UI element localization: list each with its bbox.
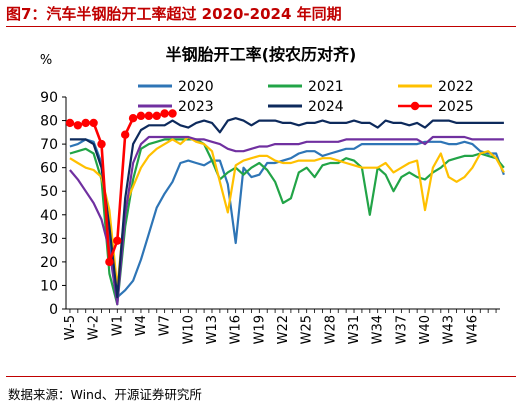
series-point-2025 — [128, 114, 138, 123]
y-tick-label: 20 — [40, 255, 58, 271]
x-tick-label: W19 — [252, 315, 267, 344]
x-tick-label: W40 — [418, 315, 433, 344]
x-tick-label: W25 — [300, 315, 315, 344]
x-tick-label: W46 — [465, 315, 480, 344]
x-tick-label: W43 — [442, 315, 457, 344]
series-point-2025 — [113, 236, 122, 245]
y-tick-label: 50 — [40, 184, 58, 200]
x-tick-label: W13 — [205, 315, 220, 344]
series-point-2025 — [168, 109, 177, 118]
y-tick-label: 70 — [40, 137, 58, 153]
series-point-2025 — [81, 118, 90, 128]
series-line-2022 — [69, 135, 505, 289]
legend-label-2022: 2022 — [438, 79, 474, 95]
x-tick-label: W10 — [181, 315, 196, 344]
series-point-2025 — [65, 118, 75, 128]
line-chart: 半钢胎开工率(按农历对齐) % 0 10 20 30 40 50 60 70 80 90 W-5 W-… — [40, 45, 505, 344]
legend-marker-2025 — [410, 101, 420, 111]
x-tick-label: W16 — [229, 315, 244, 344]
series-point-2025 — [73, 121, 83, 130]
x-tick-label: W-2 — [87, 315, 102, 340]
x-tick-label: W-5 — [63, 315, 78, 340]
series-line-2021 — [69, 138, 505, 306]
x-tick-label: W31 — [347, 315, 362, 344]
legend-label-2021: 2021 — [308, 79, 344, 95]
y-tick-label: 90 — [40, 90, 58, 106]
x-tick-label: W37 — [394, 315, 409, 344]
x-tick-label: W4 — [134, 315, 149, 336]
series-line-2023 — [69, 135, 504, 306]
legend-label-2020: 2020 — [178, 79, 214, 95]
x-tick-label: W22 — [276, 315, 291, 344]
x-tick-label: W7 — [158, 315, 173, 336]
y-tick-label: 80 — [40, 114, 58, 130]
y-tick-label: 60 — [40, 161, 58, 177]
figure-title: 图7：汽车半钢胎开工率超过 2020-2024 年同期 — [6, 5, 342, 23]
series-point-2025 — [160, 109, 169, 118]
y-tick-label: 30 — [40, 231, 58, 247]
series-point-2025 — [120, 130, 130, 139]
series-point-2025 — [136, 111, 146, 121]
series-point-2025 — [89, 118, 98, 128]
y-axis-unit-label: % — [40, 53, 52, 68]
series-layer — [65, 109, 505, 306]
x-tick-label: W34 — [371, 315, 386, 344]
legend: 2020 2021 2022 2023 2024 2025 — [138, 79, 474, 115]
title-rule — [6, 26, 516, 27]
legend-label-2025: 2025 — [438, 99, 474, 115]
x-tick-label: W1 — [110, 315, 125, 336]
legend-label-2024: 2024 — [308, 99, 344, 115]
y-tick-label: 40 — [40, 208, 58, 224]
source-rule — [6, 376, 516, 377]
y-tick-label: 0 — [49, 302, 58, 318]
y-tick-label: 10 — [40, 278, 58, 294]
axes: 0 10 20 30 40 50 60 70 80 90 W-5 W-2 W1 W4 W7 W10 W13 W16… — [40, 90, 500, 344]
legend-label-2023: 2023 — [178, 99, 214, 115]
source-note: 数据来源：Wind、开源证券研究所 — [8, 387, 202, 402]
chart-title: 半钢胎开工率(按农历对齐) — [166, 45, 357, 64]
series-point-2025 — [144, 111, 154, 121]
series-point-2025 — [152, 111, 161, 121]
x-tick-label: W28 — [323, 315, 338, 344]
series-point-2025 — [105, 257, 114, 267]
series-line-2024 — [69, 117, 504, 299]
series-line-2020 — [69, 138, 505, 299]
series-point-2025 — [97, 139, 106, 149]
